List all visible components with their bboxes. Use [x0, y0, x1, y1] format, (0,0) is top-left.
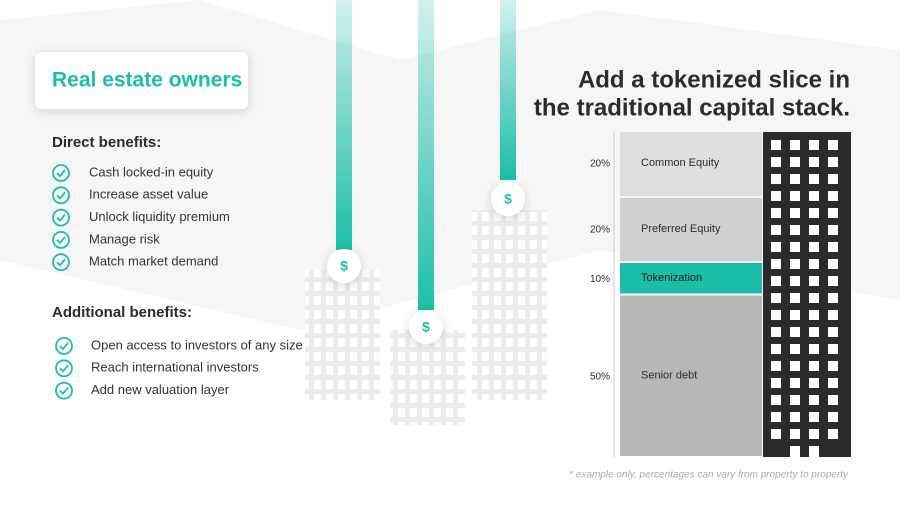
check-icon — [55, 359, 73, 378]
check-mark — [56, 169, 66, 178]
segment-label: Senior debt — [641, 370, 697, 382]
check-icon — [52, 186, 70, 205]
section-title: Additional benefits: — [52, 304, 192, 321]
buildings: $ $ $ — [305, 0, 547, 425]
check-icon — [52, 164, 70, 182]
check-icon — [52, 253, 70, 272]
check-icon — [52, 208, 70, 227]
percent-label: 10% — [590, 274, 610, 285]
check-mark — [56, 236, 66, 245]
section-title: Direct benefits: — [52, 134, 161, 151]
check-icon — [52, 230, 70, 249]
check-mark — [56, 191, 66, 200]
segment-label: Common Equity — [641, 157, 720, 169]
segment-label: Preferred Equity — [641, 223, 721, 235]
benefit-item: Match market demand — [89, 254, 218, 269]
segment-label: Tokenization — [641, 272, 702, 284]
card — [35, 52, 248, 109]
benefit-item: Cash locked-in equity — [89, 164, 214, 179]
check-mark — [59, 364, 69, 373]
percent-label: 20% — [590, 225, 610, 236]
benefit-item: Unlock liquidity premium — [89, 209, 230, 224]
benefit-item: Reach international investors — [91, 360, 259, 375]
stack-title: Add a tokenized slice in — [578, 66, 850, 93]
benefit-item: Increase asset value — [89, 187, 208, 202]
stack-segment — [620, 198, 762, 261]
check-icon — [55, 337, 73, 355]
check-mark — [59, 342, 69, 351]
check-mark — [59, 387, 69, 395]
percent-label: 50% — [590, 371, 610, 382]
footnote: * example only, percentages can vary fro… — [569, 470, 849, 481]
benefit-item: Manage risk — [89, 231, 160, 246]
stack-segment — [620, 295, 762, 456]
coin: $ — [504, 191, 512, 207]
percent-label: 20% — [590, 159, 610, 170]
coin: $ — [340, 258, 348, 274]
card-heading: Real estate owners — [52, 69, 242, 92]
check-icon — [55, 381, 73, 400]
stack-segment — [620, 263, 762, 294]
tower-windows — [771, 140, 838, 463]
coin: $ — [422, 319, 430, 335]
check-mark — [56, 258, 66, 267]
benefit-item: Add new valuation layer — [91, 382, 230, 397]
check-mark — [56, 214, 66, 222]
stack-segment — [620, 132, 762, 196]
stack-title: the traditional capital stack. — [534, 94, 850, 121]
benefit-item: Open access to investors of any size — [91, 337, 303, 352]
